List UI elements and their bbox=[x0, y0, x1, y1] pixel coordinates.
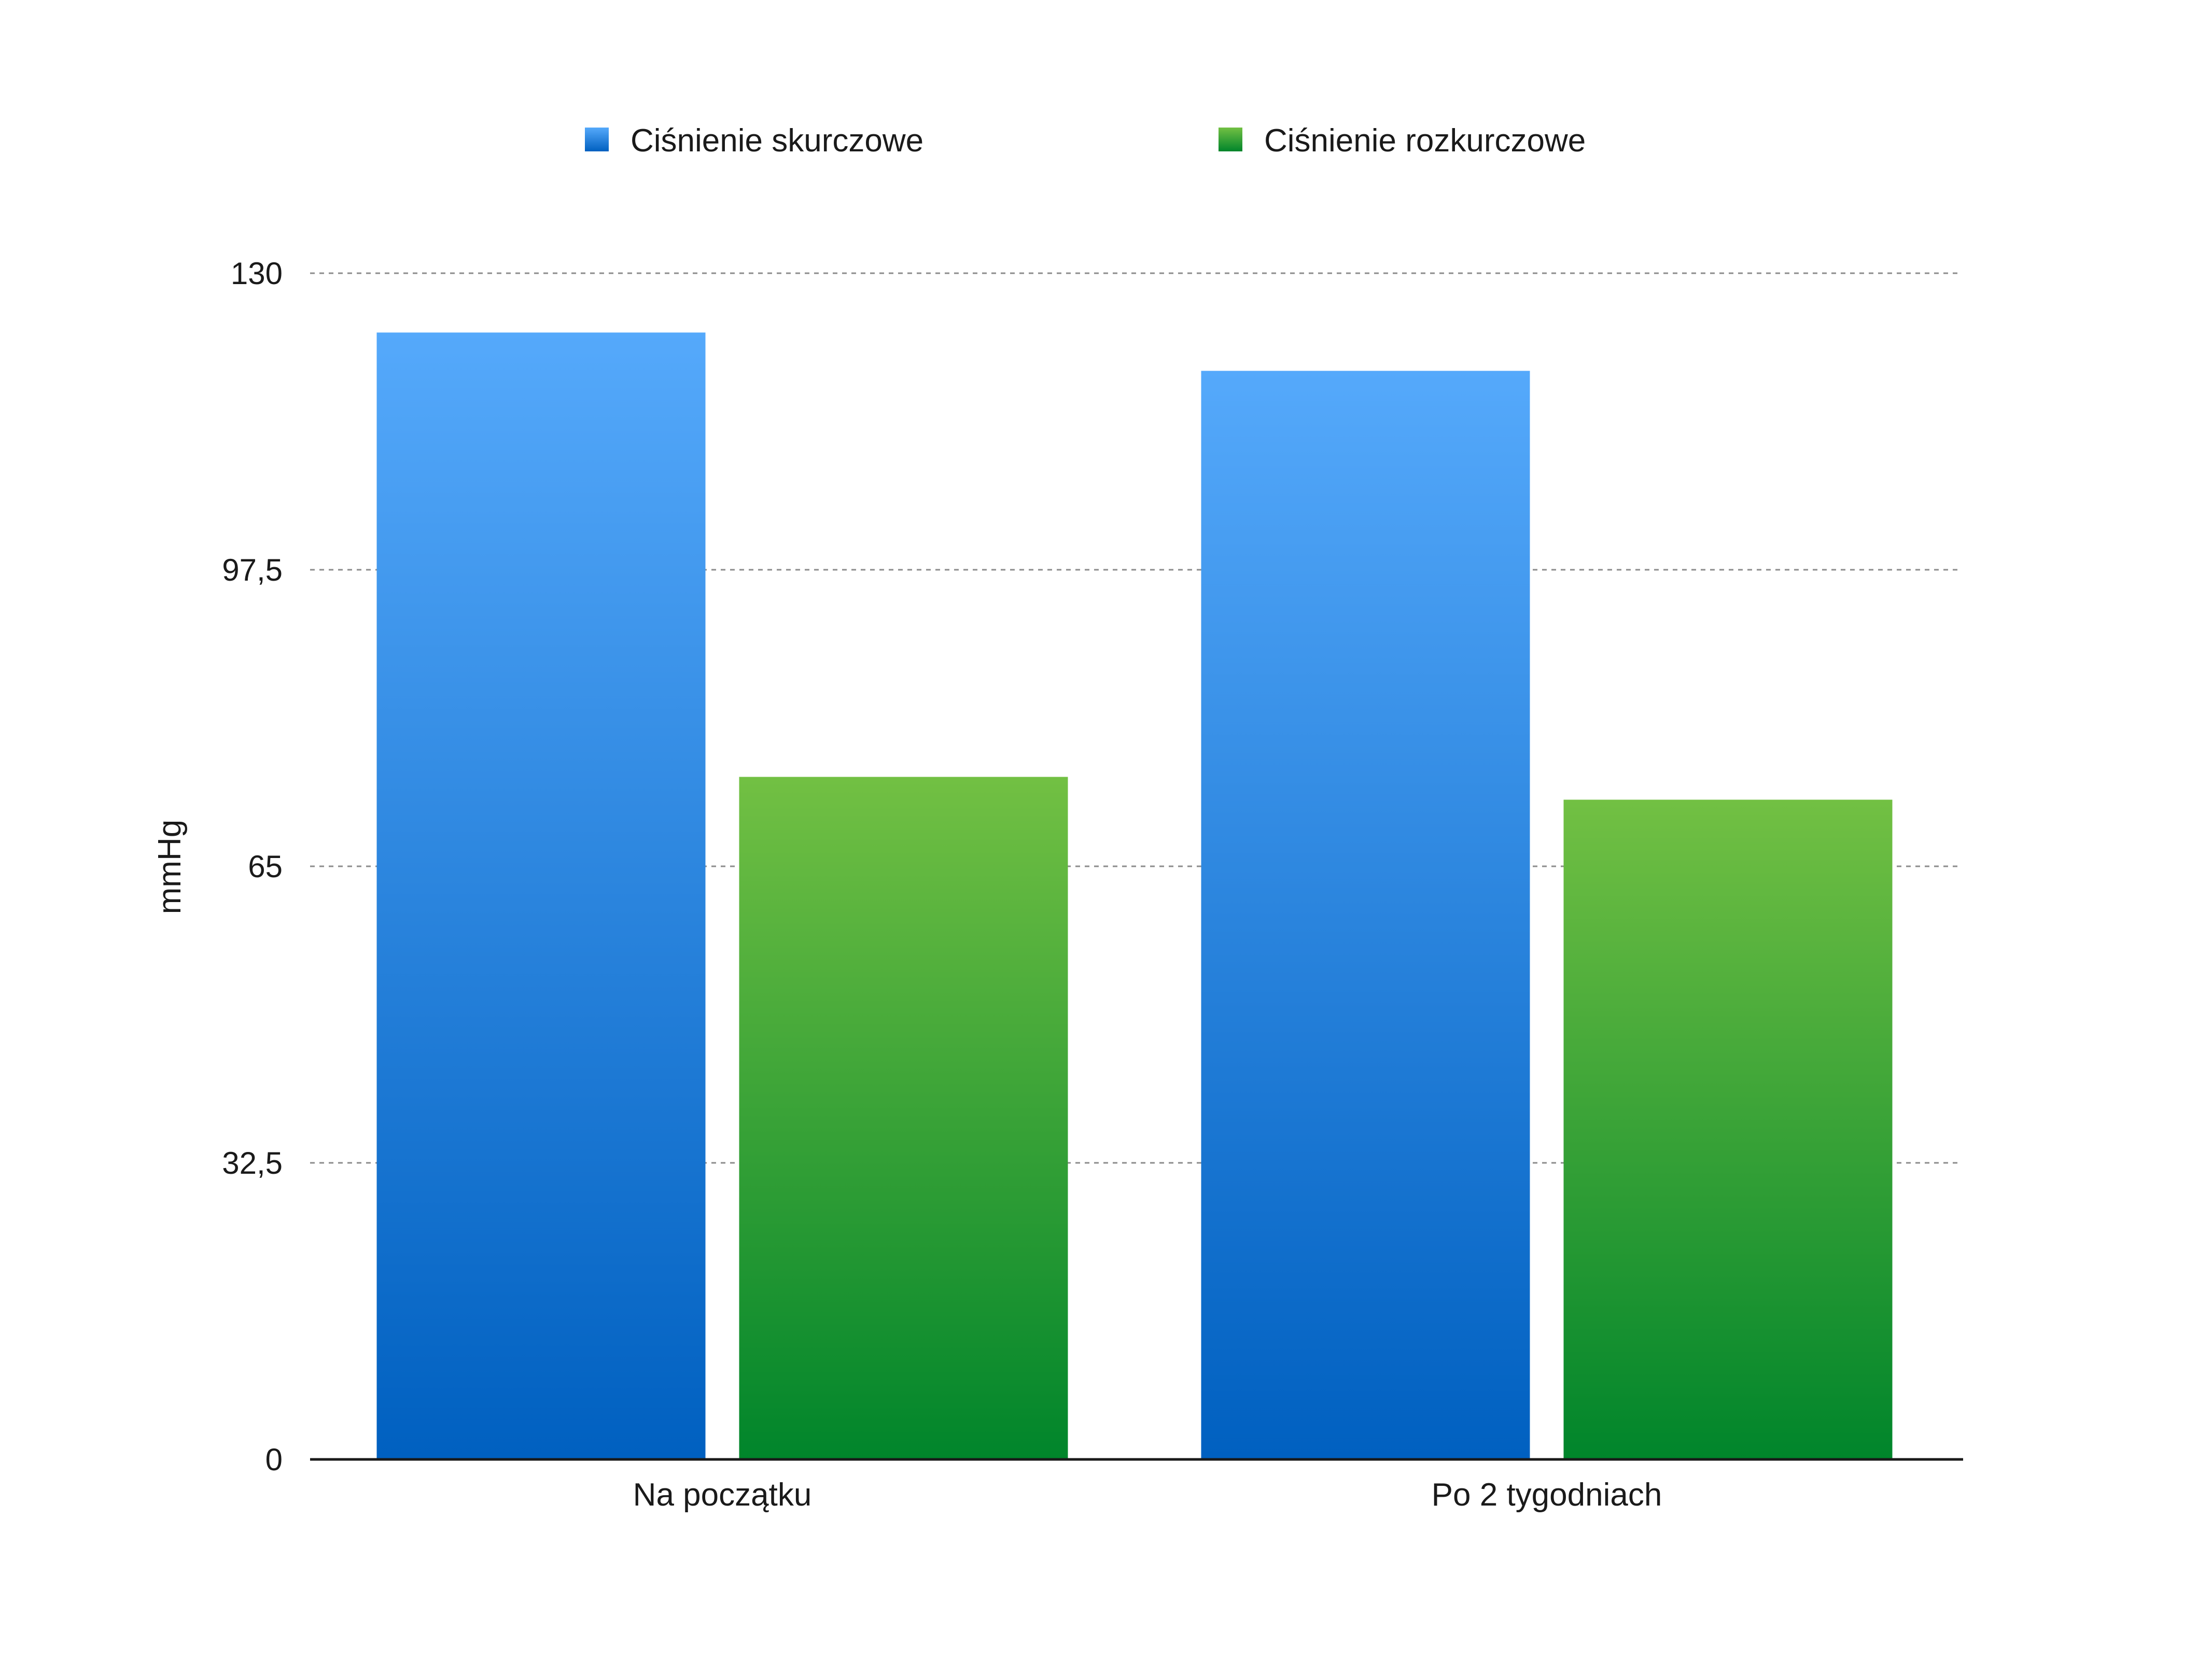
x-tick-labels: Na początku Po 2 tygodniach bbox=[633, 1477, 1662, 1513]
legend-label: Ciśnienie rozkurczowe bbox=[1264, 123, 1586, 159]
x-tick-label: Po 2 tygodniach bbox=[1432, 1477, 1662, 1513]
bar-systolic-1 bbox=[376, 332, 706, 1460]
bar-diastolic-2 bbox=[1563, 799, 1893, 1459]
y-tick-label: 130 bbox=[231, 256, 283, 291]
legend-swatch bbox=[585, 128, 609, 151]
x-tick-label: Na początku bbox=[633, 1477, 812, 1513]
y-tick-label: 97,5 bbox=[222, 553, 283, 587]
y-tick-label: 65 bbox=[248, 849, 283, 884]
y-axis-label: mmHg bbox=[152, 820, 188, 915]
y-tick-label: 0 bbox=[265, 1442, 283, 1477]
y-tick-labels: 0 32,5 65 97,5 130 bbox=[222, 256, 283, 1477]
legend: Ciśnienie skurczowe Ciśnienie rozkurczowe bbox=[585, 123, 1586, 159]
bar-systolic-2 bbox=[1201, 371, 1530, 1459]
bars bbox=[376, 332, 1893, 1460]
y-tick-label: 32,5 bbox=[222, 1146, 283, 1180]
legend-swatch bbox=[1219, 128, 1242, 151]
bar-diastolic-1 bbox=[739, 777, 1068, 1459]
legend-label: Ciśnienie skurczowe bbox=[631, 123, 923, 159]
